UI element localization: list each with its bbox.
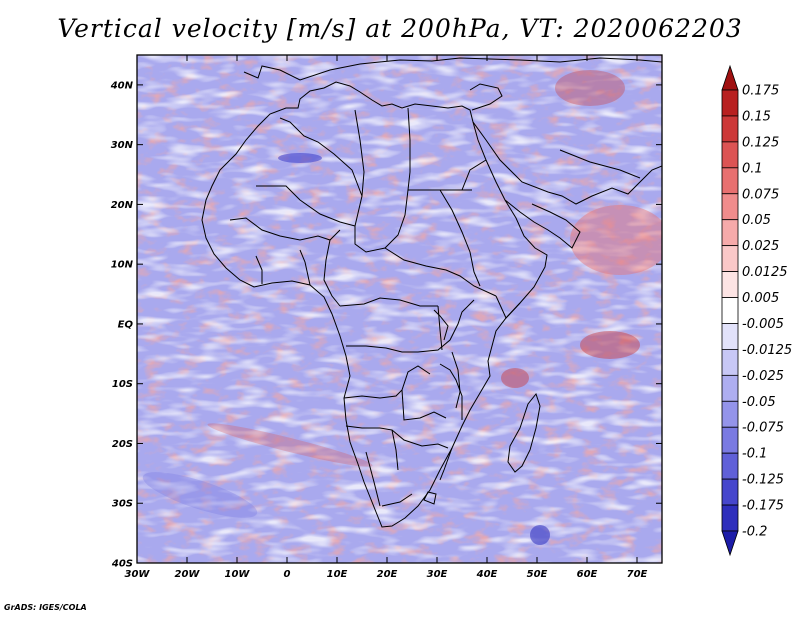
colorbar-label: 0.05 [742, 213, 771, 228]
colorbar-label: -0.175 [742, 499, 784, 514]
plot-frame [136, 54, 663, 564]
lon-tick-label: 60E [577, 569, 598, 580]
lon-tick-label: 20E [377, 569, 398, 580]
lat-tick-label: 20S [112, 439, 133, 450]
country-borders [201, 57, 662, 528]
colorbar-label: 0.025 [742, 239, 779, 254]
lon-tick-label: 20W [175, 569, 201, 580]
colorbar-label: 0.125 [742, 135, 779, 150]
colorbar-label: -0.125 [742, 473, 784, 488]
colorbar-swatch [721, 426, 739, 454]
lat-tick-label: EQ [118, 319, 134, 330]
colorbar-swatch [721, 297, 739, 324]
colorbar-swatch [721, 504, 739, 532]
colorbar-swatch [721, 115, 739, 143]
chart-title: Vertical velocity [m/s] at 200hPa, VT: 2… [57, 14, 743, 43]
colorbar-swatch [721, 89, 739, 117]
lon-tick-label: 30E [427, 569, 448, 580]
lon-tick-label: 30W [125, 569, 151, 580]
colorbar-swatch [721, 167, 739, 195]
colorbar-swatch [721, 245, 739, 272]
longitude-axis: 30W 20W 10W 0 10E 20E 30E 40E 50E 60E 70E [125, 55, 648, 580]
latitude-axis: 40N 30N 20N 10N EQ 10S 20S 30S 40S [110, 80, 662, 570]
colorbar-label: -0.025 [742, 369, 784, 384]
colorbar-swatch [721, 452, 739, 480]
lat-tick-label: 40S [111, 559, 133, 570]
colorbar-label: -0.05 [742, 395, 776, 410]
colorbar-label: -0.0125 [742, 343, 792, 358]
lon-tick-label: 10E [327, 569, 348, 580]
colorbar-label: 0.15 [742, 109, 771, 124]
colorbar-swatch [721, 271, 739, 298]
colorbar-label: 0.1 [742, 161, 763, 176]
colorbar-swatch [721, 323, 739, 350]
colorbar-label: 0.005 [742, 291, 779, 306]
colorbar-label: 0.175 [742, 84, 779, 99]
grads-credit: GrADS: IGES/COLA [4, 603, 87, 612]
lat-tick-label: 30S [112, 499, 133, 510]
colorbar-swatch [721, 400, 739, 428]
colorbar-label: 0.0125 [742, 265, 788, 280]
colorbar-swatch [721, 530, 739, 557]
colorbar-label: -0.005 [742, 317, 784, 332]
velocity-field [137, 55, 662, 563]
lon-tick-label: 10W [225, 569, 251, 580]
colorbar-label: -0.2 [742, 525, 767, 540]
colorbar: 0.175 0.15 0.125 0.1 0.075 0.05 0.025 0.0125 0.0… [721, 64, 792, 557]
colorbar-swatch [721, 219, 739, 247]
colorbar-swatch [721, 478, 739, 506]
lat-tick-label: 10S [112, 379, 133, 390]
lat-tick-label: 20N [111, 200, 134, 211]
colorbar-label: -0.1 [742, 447, 767, 462]
colorbar-label: -0.075 [742, 421, 784, 436]
lon-tick-label: 0 [284, 569, 291, 580]
lon-tick-label: 40E [476, 569, 498, 580]
colorbar-label: 0.075 [742, 187, 779, 202]
lat-tick-label: 40N [110, 80, 134, 91]
lat-tick-label: 10N [111, 260, 134, 271]
colorbar-swatch [721, 374, 739, 402]
colorbar-swatch [721, 349, 739, 376]
colorbar-swatch [721, 193, 739, 221]
colorbar-swatch [721, 64, 739, 91]
colorbar-swatch [721, 141, 739, 169]
lat-tick-label: 30N [111, 140, 134, 151]
lon-tick-label: 70E [627, 569, 648, 580]
lon-tick-label: 50E [527, 569, 548, 580]
